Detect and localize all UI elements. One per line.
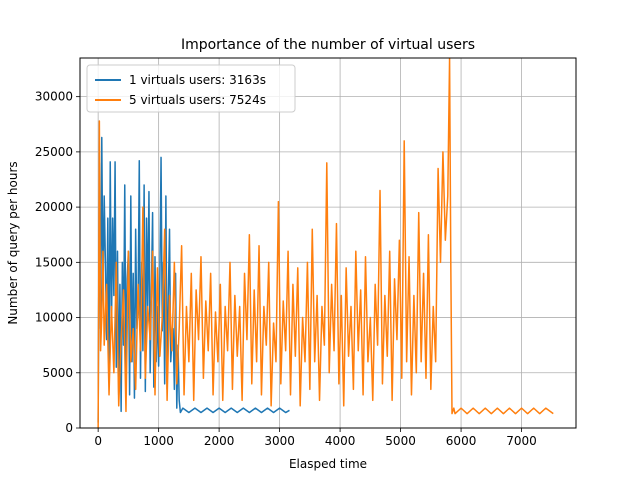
axis-ticks: 0 1000 2000 3000 4000 5000 6000 7000 0 5000 10000 1… [35,90,537,448]
x-axis-label: Elasped time [289,457,367,471]
legend-label-1: 1 virtuals users: 3163s [129,73,266,87]
y-tick-label: 5000 [42,366,73,380]
x-tick-label: 2000 [204,434,235,448]
x-tick-label: 4000 [325,434,356,448]
x-tick-label: 1000 [143,434,174,448]
legend: 1 virtuals users: 3163s 5 virtuals users:… [86,64,296,113]
legend-label-2: 5 virtuals users: 7524s [129,93,266,107]
x-tick-label: 6000 [446,434,477,448]
legend-box [86,64,296,113]
x-tick-label: 7000 [506,434,537,448]
x-tick-label: 3000 [264,434,295,448]
series-line-2 [97,58,554,428]
y-tick-label: 0 [65,421,73,435]
x-tick-label: 0 [94,434,102,448]
y-tick-label: 15000 [35,255,73,269]
x-tick-label: 5000 [385,434,416,448]
y-tick-label: 20000 [35,200,73,214]
plot-frame [79,57,577,429]
chart-title: Importance of the number of virtual user… [181,37,475,53]
y-tick-label: 10000 [35,311,73,325]
series-layer [97,58,554,428]
y-tick-label: 30000 [35,90,73,104]
y-tick-label: 25000 [35,145,73,159]
y-axis-label: Number of query per hours [6,161,20,324]
